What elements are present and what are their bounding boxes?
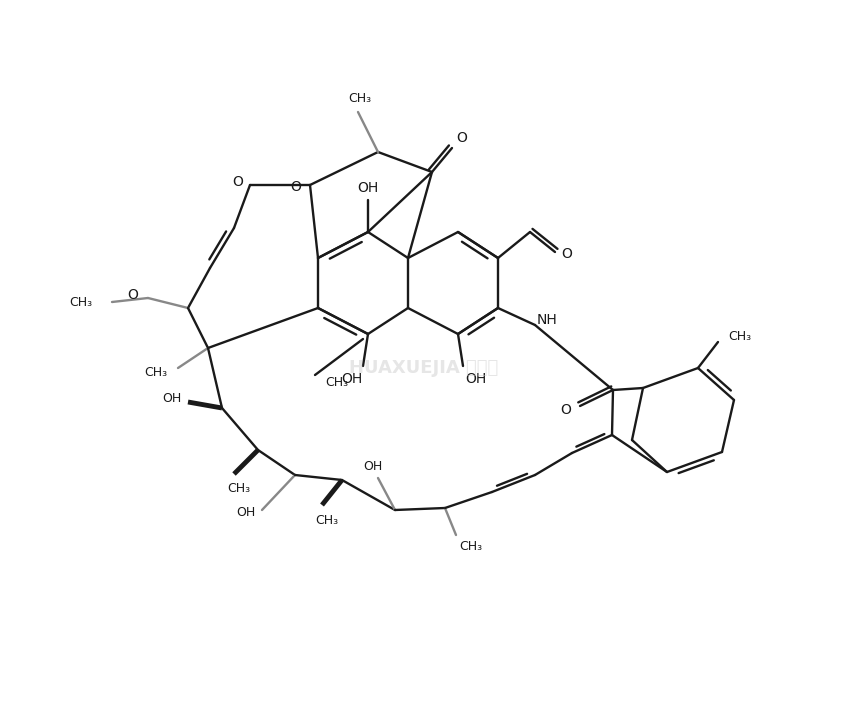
Text: OH: OH [162,392,181,406]
Text: CH₃: CH₃ [349,92,371,105]
Text: O: O [291,180,301,194]
Text: O: O [127,288,138,302]
Text: OH: OH [237,505,255,518]
Text: CH₃: CH₃ [69,295,92,308]
Text: CH₃: CH₃ [326,376,349,389]
Text: OH: OH [342,372,363,386]
Text: OH: OH [364,460,382,473]
Text: O: O [561,403,572,417]
Text: OH: OH [357,181,378,195]
Text: O: O [561,247,572,261]
Text: OH: OH [466,372,487,386]
Text: CH₃: CH₃ [144,366,168,379]
Text: HUAXUEJIA 化学加: HUAXUEJIA 化学加 [349,359,499,377]
Text: CH₃: CH₃ [460,541,483,554]
Text: CH₃: CH₃ [227,482,250,495]
Text: NH: NH [537,313,557,327]
Text: CH₃: CH₃ [315,513,338,526]
Text: CH₃: CH₃ [728,331,751,343]
Text: O: O [232,175,243,189]
Text: O: O [456,131,467,145]
